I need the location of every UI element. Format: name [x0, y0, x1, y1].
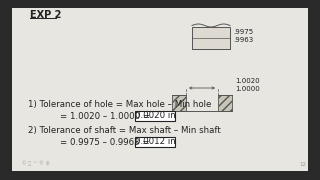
Text: 1.0020
1.0000: 1.0020 1.0000 [235, 78, 260, 92]
Text: © Ⓡ ™ ® ℗: © Ⓡ ™ ® ℗ [22, 160, 50, 166]
Bar [218, 95, 232, 111]
Text: 12: 12 [299, 162, 306, 167]
Bar [135, 137, 175, 147]
Bar [172, 95, 186, 111]
Bar [135, 111, 175, 121]
Text: EXP 2: EXP 2 [30, 10, 61, 20]
Text: = 1.0020 – 1.0000 =: = 1.0020 – 1.0000 = [60, 112, 153, 121]
Text: 2) Tolerance of shaft = Max shaft – Min shaft: 2) Tolerance of shaft = Max shaft – Min … [28, 126, 221, 135]
Text: 1) Tolerance of hole = Max hole – Min hole: 1) Tolerance of hole = Max hole – Min ho… [28, 100, 212, 109]
FancyBboxPatch shape [192, 27, 230, 49]
Text: 0.0020 in: 0.0020 in [135, 111, 175, 120]
Text: .9975
.9963: .9975 .9963 [233, 29, 253, 43]
Text: = 0.9975 – 0.9963 =: = 0.9975 – 0.9963 = [60, 138, 152, 147]
Text: 0.0012 in: 0.0012 in [135, 138, 175, 147]
